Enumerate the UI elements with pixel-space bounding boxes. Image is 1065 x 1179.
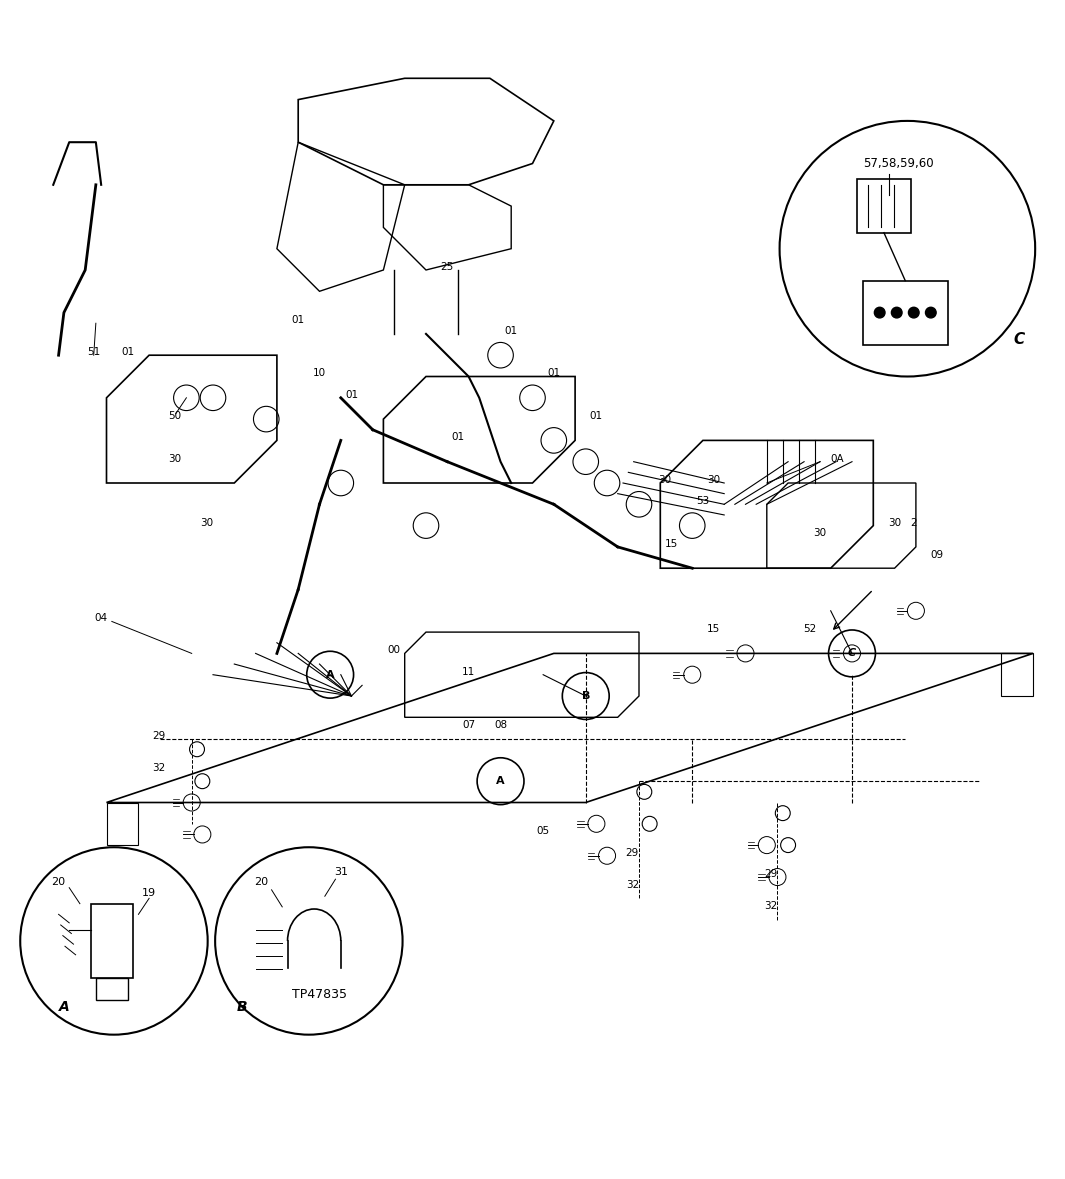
Text: 15: 15 xyxy=(665,539,677,549)
Text: TP47835: TP47835 xyxy=(292,988,347,1001)
Text: 01: 01 xyxy=(452,433,464,442)
Text: C: C xyxy=(1014,331,1026,347)
Text: C: C xyxy=(848,648,856,658)
Text: 32: 32 xyxy=(765,901,777,911)
Text: 50: 50 xyxy=(168,411,181,421)
Text: 29: 29 xyxy=(626,848,639,858)
Circle shape xyxy=(874,308,885,318)
Text: 57,58,59,60: 57,58,59,60 xyxy=(863,157,933,170)
Text: 30: 30 xyxy=(168,454,181,463)
Text: 00: 00 xyxy=(388,645,400,656)
Text: 25: 25 xyxy=(441,262,454,272)
Text: 07: 07 xyxy=(462,720,475,730)
Text: 01: 01 xyxy=(345,390,358,400)
Circle shape xyxy=(908,308,919,318)
Text: 51: 51 xyxy=(87,347,100,357)
Text: 30: 30 xyxy=(888,518,901,527)
Text: B: B xyxy=(236,1000,247,1014)
Text: 30: 30 xyxy=(707,475,720,485)
Text: 08: 08 xyxy=(494,720,507,730)
Text: B: B xyxy=(581,691,590,702)
Text: 09: 09 xyxy=(931,549,944,560)
Text: 32: 32 xyxy=(152,763,165,772)
Circle shape xyxy=(891,308,902,318)
Text: 30: 30 xyxy=(658,475,671,485)
Text: 2: 2 xyxy=(911,518,917,527)
Text: A: A xyxy=(496,776,505,786)
Text: 01: 01 xyxy=(590,411,603,421)
Text: 31: 31 xyxy=(333,867,348,877)
Text: 20: 20 xyxy=(253,877,268,888)
Text: 10: 10 xyxy=(313,369,326,378)
Text: 11: 11 xyxy=(462,666,475,677)
Text: 52: 52 xyxy=(803,624,816,634)
Text: 01: 01 xyxy=(121,347,134,357)
Text: 04: 04 xyxy=(95,613,108,624)
Text: 15: 15 xyxy=(707,624,720,634)
Text: 0A: 0A xyxy=(831,454,845,463)
Text: 53: 53 xyxy=(697,496,709,506)
Circle shape xyxy=(925,308,936,318)
Text: 01: 01 xyxy=(505,325,518,336)
Text: 05: 05 xyxy=(537,826,550,836)
Text: A: A xyxy=(59,1000,69,1014)
Text: A: A xyxy=(326,670,334,680)
Text: 30: 30 xyxy=(814,528,826,539)
Text: 01: 01 xyxy=(547,369,560,378)
Text: 29: 29 xyxy=(765,869,777,880)
Text: 01: 01 xyxy=(292,315,305,325)
Text: 20: 20 xyxy=(51,877,66,888)
Text: 29: 29 xyxy=(152,731,165,740)
Text: 32: 32 xyxy=(626,880,639,890)
Text: 19: 19 xyxy=(142,888,157,898)
Text: 30: 30 xyxy=(200,518,213,527)
